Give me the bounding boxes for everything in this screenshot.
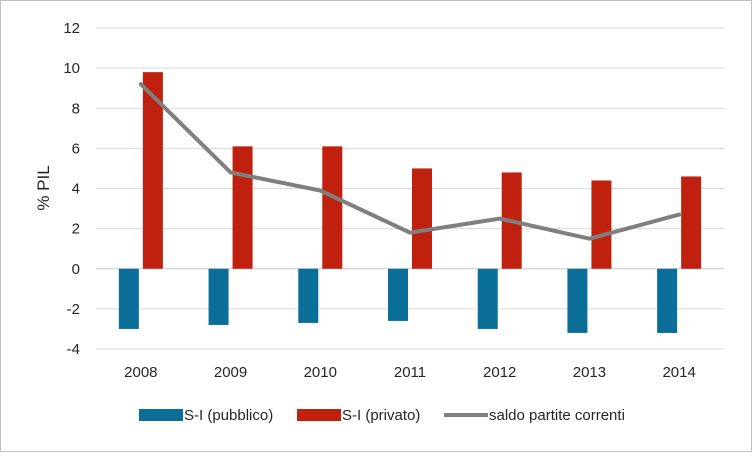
bar (322, 146, 343, 269)
bars (118, 72, 702, 333)
y-tick-label: 10 (63, 60, 80, 77)
bar (681, 176, 702, 269)
legend-label: S-I (privato) (342, 407, 420, 424)
legend-label: saldo partite correnti (489, 407, 625, 424)
gridlines (96, 27, 724, 350)
y-tick-labels: -4 -2 0 2 4 6 8 10 12 (63, 20, 80, 358)
y-tick-label: 8 (72, 100, 80, 117)
y-axis-label: % PIL (34, 165, 53, 210)
bar (118, 268, 139, 329)
x-tick-label: 2010 (304, 364, 337, 381)
x-tick-label: 2014 (662, 364, 695, 381)
x-tick-label: 2013 (573, 364, 606, 381)
bar (232, 146, 253, 269)
bar (298, 268, 319, 323)
x-tick-label: 2009 (214, 364, 247, 381)
x-tick-labels: 2008 2009 2010 2011 2012 2013 2014 (124, 364, 696, 381)
bar (142, 72, 163, 269)
bar (657, 268, 678, 333)
series-line (138, 82, 682, 241)
y-tick-label: 6 (72, 140, 80, 157)
legend: S-I (pubblico) S-I (privato) saldo partite… (139, 407, 625, 424)
y-tick-label: 4 (72, 181, 80, 198)
y-tick-label: 12 (63, 20, 80, 37)
bar (477, 268, 498, 329)
x-tick-label: 2011 (394, 364, 426, 381)
y-tick-label: 2 (72, 221, 80, 238)
bar (412, 168, 432, 269)
bar (208, 268, 229, 325)
x-tick-label: 2012 (483, 364, 516, 381)
y-tick-label: 0 (72, 261, 80, 278)
legend-swatch (139, 409, 183, 421)
bar (567, 268, 588, 333)
y-tick-label: -4 (67, 341, 80, 358)
y-tick-label: -2 (67, 301, 80, 318)
line-series (138, 82, 682, 241)
legend-swatch (297, 409, 341, 421)
bar (591, 180, 612, 269)
bar (388, 268, 408, 321)
legend-label: S-I (pubblico) (184, 407, 273, 424)
x-tick-label: 2008 (124, 364, 157, 381)
